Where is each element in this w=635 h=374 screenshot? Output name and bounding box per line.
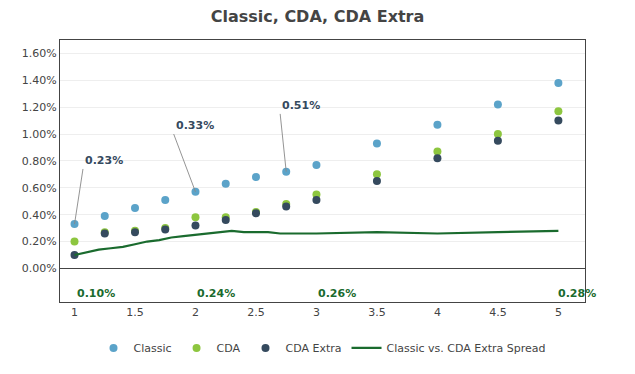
svg-text:1.40%: 1.40%: [22, 74, 57, 87]
svg-text:0.40%: 0.40%: [22, 209, 57, 222]
svg-text:4: 4: [434, 306, 441, 319]
svg-text:Classic, CDA, CDA Extra: Classic, CDA, CDA Extra: [211, 7, 425, 26]
svg-text:1.20%: 1.20%: [22, 101, 57, 114]
svg-text:0.26%: 0.26%: [318, 287, 356, 300]
svg-text:0.60%: 0.60%: [22, 182, 57, 195]
svg-text:0.20%: 0.20%: [22, 235, 57, 248]
svg-text:Classic: Classic: [134, 342, 172, 355]
svg-text:CDA Extra: CDA Extra: [286, 342, 342, 355]
svg-text:0.10%: 0.10%: [77, 287, 115, 300]
svg-text:1.60%: 1.60%: [22, 47, 57, 60]
svg-text:5: 5: [555, 306, 562, 319]
svg-text:0.23%: 0.23%: [85, 154, 123, 167]
svg-text:1.5: 1.5: [126, 306, 144, 319]
svg-text:0.51%: 0.51%: [282, 99, 320, 112]
svg-text:2: 2: [192, 306, 199, 319]
svg-text:CDA: CDA: [217, 342, 241, 355]
svg-text:0.24%: 0.24%: [197, 287, 235, 300]
svg-text:3: 3: [313, 306, 320, 319]
svg-text:2.5: 2.5: [247, 306, 265, 319]
svg-text:0.80%: 0.80%: [22, 155, 57, 168]
svg-text:1.00%: 1.00%: [22, 128, 57, 141]
svg-text:Classic vs. CDA Extra Spread: Classic vs. CDA Extra Spread: [387, 342, 546, 355]
svg-text:3.5: 3.5: [368, 306, 386, 319]
svg-text:0.28%: 0.28%: [558, 287, 596, 300]
svg-text:4.5: 4.5: [489, 306, 507, 319]
svg-text:1: 1: [71, 306, 78, 319]
svg-text:0.00%: 0.00%: [22, 262, 57, 275]
svg-text:0.33%: 0.33%: [176, 119, 214, 132]
